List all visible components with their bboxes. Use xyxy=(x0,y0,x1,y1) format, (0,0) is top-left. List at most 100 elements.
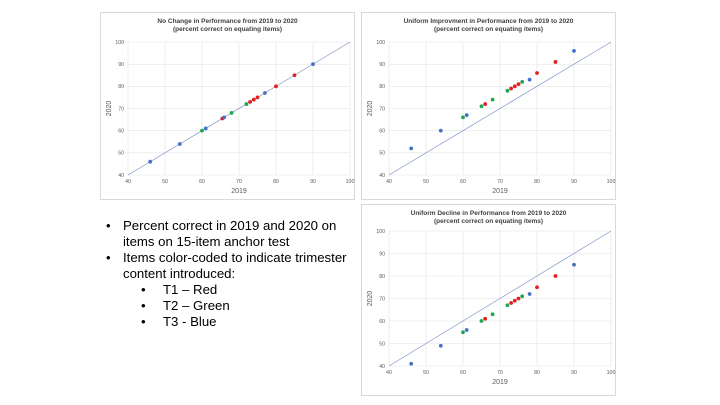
chart-title: Uniform Decline in Performance from 2019… xyxy=(410,210,567,217)
x-tick-label: 70 xyxy=(497,370,503,376)
y-axis-label: 2020 xyxy=(367,101,374,117)
chart-no-change: No Change in Performance from 2019 to 20… xyxy=(100,12,355,200)
data-point-t1 xyxy=(535,285,539,290)
y-tick-label: 100 xyxy=(376,40,385,46)
data-point-t1 xyxy=(248,99,253,104)
bullet-item: Items color-coded to indicate trimester … xyxy=(105,250,360,330)
data-point-t3 xyxy=(263,91,267,95)
chart-subtitle: (percent correct on equating items) xyxy=(433,26,544,33)
x-tick-label: 50 xyxy=(423,370,429,376)
y-tick-label: 40 xyxy=(379,173,385,179)
chart-title: Uniform Improvment in Performance from 2… xyxy=(403,18,574,25)
data-point-t1 xyxy=(553,60,558,64)
data-point-t2 xyxy=(490,97,495,102)
x-tick-label: 70 xyxy=(236,179,242,185)
y-tick-label: 100 xyxy=(376,229,385,235)
y-tick-label: 90 xyxy=(118,62,124,68)
data-point-t1 xyxy=(292,73,297,78)
x-axis-label: 2019 xyxy=(231,188,247,195)
y-tick-label: 80 xyxy=(118,84,124,90)
x-tick-label: 70 xyxy=(497,179,503,185)
x-tick-label: 60 xyxy=(199,179,205,185)
chart-uniform-improvement: Uniform Improvment in Performance from 2… xyxy=(361,12,616,200)
data-point-t3 xyxy=(438,343,443,348)
data-point-t1 xyxy=(553,274,558,278)
y-tick-label: 90 xyxy=(379,251,385,257)
x-tick-label: 90 xyxy=(310,179,316,185)
data-point-t2 xyxy=(505,88,510,93)
data-point-t2 xyxy=(200,128,204,133)
bullet-item: Percent correct in 2019 and 2020 on item… xyxy=(105,218,360,250)
chart-subtitle: (percent correct on equating items) xyxy=(433,218,544,225)
x-tick-label: 90 xyxy=(571,370,577,376)
data-point-t2 xyxy=(479,104,484,109)
reference-line xyxy=(388,41,612,176)
scatter-plot: 40 50 60 70 80 90 100 40 50 60 70 80 90 100 2019 2020 xyxy=(106,40,355,195)
data-point-t3 xyxy=(527,77,532,82)
data-point-t1 xyxy=(255,95,260,100)
y-tick-label: 40 xyxy=(379,364,385,370)
chart-subtitle: (percent correct on equating items) xyxy=(172,26,283,33)
data-point-t3 xyxy=(409,146,414,151)
bullet-text: Percent correct in 2019 and 2020 on item… xyxy=(123,218,337,249)
scatter-plot: 40 50 60 70 80 90 100 40 50 60 70 80 90 100 2019 2020 xyxy=(367,40,616,195)
reference-line xyxy=(388,230,612,367)
chart-title: No Change in Performance from 2019 to 20… xyxy=(157,18,298,25)
x-tick-label: 50 xyxy=(162,179,168,185)
y-tick-label: 70 xyxy=(379,296,385,302)
data-point-t1 xyxy=(516,82,521,87)
data-point-t3 xyxy=(203,126,208,131)
data-point-t1 xyxy=(483,316,488,321)
data-point-t3 xyxy=(409,361,414,366)
data-point-t3 xyxy=(148,159,153,164)
y-tick-label: 40 xyxy=(118,173,124,179)
x-tick-label: 80 xyxy=(534,370,540,376)
data-point-t1 xyxy=(274,84,278,89)
sub-bullet-t2: T2 – Green xyxy=(139,298,360,314)
x-tick-label: 60 xyxy=(460,179,466,185)
y-tick-label: 100 xyxy=(115,40,124,46)
x-tick-label: 50 xyxy=(423,179,429,185)
x-tick-label: 100 xyxy=(607,370,616,376)
bullet-list: Percent correct in 2019 and 2020 on item… xyxy=(105,218,360,330)
y-tick-label: 50 xyxy=(118,151,124,157)
data-point-t3 xyxy=(464,328,469,332)
data-point-t1 xyxy=(509,86,513,91)
y-axis-label: 2020 xyxy=(106,101,113,117)
y-axis-label: 2020 xyxy=(367,291,374,307)
sub-bullet-t3: T3 - Blue xyxy=(139,314,360,330)
data-point-t1 xyxy=(483,102,488,106)
y-tick-label: 60 xyxy=(379,128,385,134)
data-point-t3 xyxy=(177,142,182,146)
chart-uniform-decline: Uniform Decline in Performance from 2019… xyxy=(361,204,616,396)
x-tick-label: 60 xyxy=(460,370,466,376)
y-tick-label: 60 xyxy=(118,128,124,134)
x-tick-label: 40 xyxy=(386,179,392,185)
data-point-t2 xyxy=(490,312,495,317)
data-point-t3 xyxy=(311,62,315,67)
data-point-t2 xyxy=(505,303,510,308)
data-point-t2 xyxy=(520,294,525,299)
y-tick-label: 60 xyxy=(379,319,385,325)
data-point-t1 xyxy=(512,298,517,303)
y-tick-label: 90 xyxy=(379,62,385,68)
data-point-t1 xyxy=(251,97,256,102)
y-tick-label: 50 xyxy=(379,341,385,347)
scatter-plot: 40 50 60 70 80 90 100 40 50 60 70 80 90 100 2019 2020 xyxy=(367,229,616,386)
x-tick-label: 90 xyxy=(571,179,577,185)
x-axis-label: 2019 xyxy=(492,188,508,195)
x-tick-label: 100 xyxy=(607,179,616,185)
x-tick-label: 40 xyxy=(386,370,392,376)
sub-bullet-t1: T1 – Red xyxy=(139,282,360,298)
data-point-t2 xyxy=(244,102,249,106)
y-tick-label: 80 xyxy=(379,84,385,90)
data-point-t2 xyxy=(461,115,465,120)
data-point-t2 xyxy=(520,80,525,84)
y-tick-label: 70 xyxy=(379,106,385,112)
data-point-t1 xyxy=(509,301,513,305)
data-point-t3 xyxy=(438,128,443,133)
x-tick-label: 100 xyxy=(346,179,355,185)
data-point-t3 xyxy=(527,292,532,296)
x-tick-label: 80 xyxy=(273,179,279,185)
data-point-t1 xyxy=(512,84,517,89)
